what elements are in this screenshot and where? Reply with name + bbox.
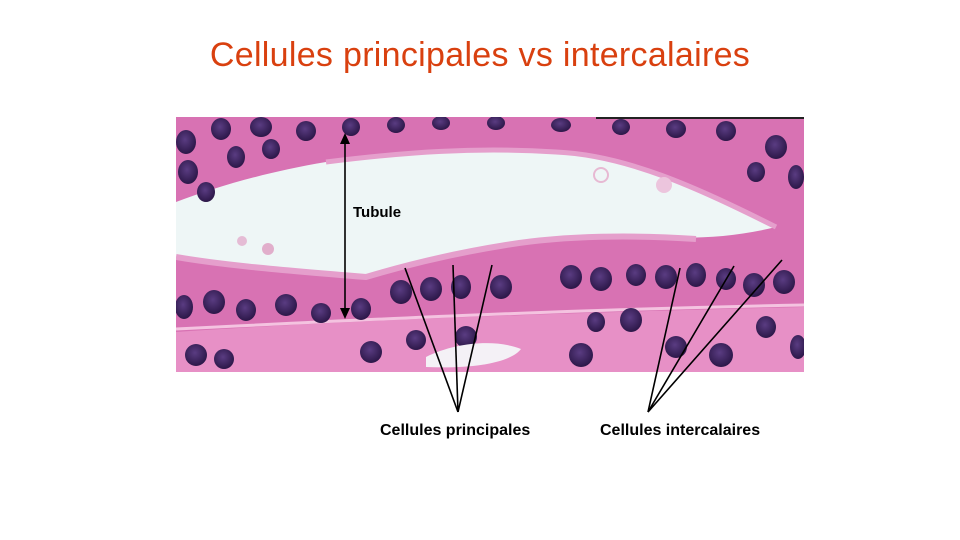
principal-cells-label: Cellules principales xyxy=(380,422,531,439)
slide-title: Cellules principales vs intercalaires xyxy=(209,36,751,74)
tubule-label: Tubule xyxy=(353,204,402,221)
kidney-tubule-micrograph xyxy=(176,117,804,372)
intercalated-cells-label: Cellules intercalaires xyxy=(600,422,761,439)
